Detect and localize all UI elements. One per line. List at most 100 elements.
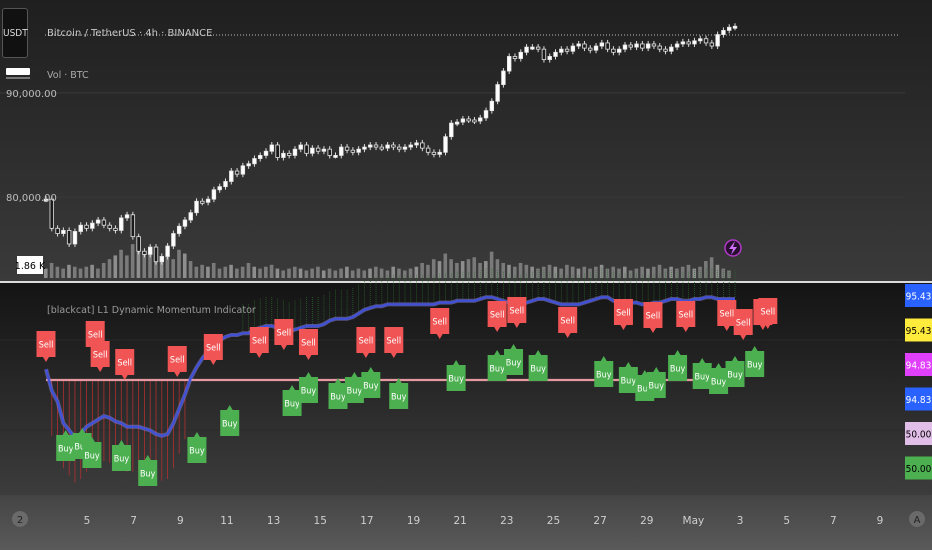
sell-signal: Sell [90,341,110,372]
candle-body [379,146,385,150]
volume-bar [269,264,274,278]
buy-signal: Buy [282,385,302,416]
indicator-title: [blackcat] L1 Dynamic Momentum Indicator [47,305,256,316]
volume-swatch-line [6,77,30,79]
sell-text: Sell [490,311,505,321]
buy-text: Buy [189,447,205,457]
symbol-badge[interactable]: USDT [2,8,28,58]
volume-bar [55,266,60,278]
candle-body [269,144,275,152]
candle-body [229,170,234,182]
buy-signal: Buy [504,344,524,375]
volume-bar [559,268,563,278]
buy-signal: Buy [618,362,638,393]
volume-bar [617,268,621,278]
volume-bar [182,253,187,278]
volume-bar [327,268,332,278]
volume-bar [356,268,361,278]
sell-signal: Sell [507,297,527,328]
buy-text: Buy [363,382,379,392]
volume-bar [402,270,407,278]
candle-body [148,246,153,255]
volume-bar [321,270,326,278]
candle-body [512,56,518,59]
volume-swatch [6,68,30,75]
volume-bar [362,270,367,278]
buy-text: Buy [330,393,346,403]
volume-bar [692,268,697,278]
buy-balloon [487,350,507,381]
candle-body [292,148,298,156]
volume-bar [675,268,679,278]
value-badge-text: 95.43 [906,292,932,303]
sell-signal: Sell [36,331,56,362]
buy-balloon [692,358,712,389]
candle-body [570,45,576,52]
volume-bar [704,261,708,278]
volume-bar [304,270,309,278]
volume-bar [96,268,100,278]
volume-bar [194,266,199,278]
candle-body [165,245,170,257]
candle-body [576,43,581,47]
candle-body [715,34,720,47]
buy-text: Buy [711,378,727,388]
candle-body [339,146,344,156]
sell-text: Sell [560,317,575,327]
volume-bar [246,262,251,278]
candle-body [634,43,639,48]
volume-bar [518,262,523,278]
candle-body [171,233,176,247]
buy-balloon [618,362,638,393]
volume-bar [576,268,581,278]
time-tick-label: 3 [737,515,744,527]
volume-bar [84,266,89,278]
candle-body [535,46,541,50]
volume-bar [240,266,245,278]
sell-text: Sell [386,337,401,347]
volume-bar [663,268,668,278]
value-badge-text: 94.83 [906,395,932,406]
auto-scale-button[interactable] [909,511,925,527]
volume-bar [67,264,71,278]
candle-body [391,144,396,148]
sell-balloon [643,302,663,333]
volume-bar [310,268,314,278]
volume-bar [101,262,106,278]
time-tick-label: 15 [314,515,327,527]
volume-bar [49,262,54,278]
candle-body [327,148,332,156]
candle-body [66,230,72,245]
buy-signal: Buy [709,363,729,394]
buy-balloon [56,430,76,461]
time-tick-label: 25 [547,515,560,527]
buy-text: Buy [114,455,130,465]
buy-text: Buy [489,365,505,375]
buy-signal: Buy [389,378,409,409]
candle-body [119,217,124,231]
volume-bar [686,264,691,278]
candle-body [669,46,674,52]
candle-body [703,38,709,44]
candle-body [402,146,408,150]
candle-body [90,222,95,229]
sell-balloon [249,327,269,358]
sell-signal: Sell [676,301,696,332]
left-corner-circle[interactable] [12,511,28,527]
sell-balloon [90,341,110,372]
buy-text: Buy [448,375,464,385]
sell-text: Sell [678,311,693,321]
candle-body [686,41,691,45]
candle-body [553,51,558,57]
lightning-marker[interactable] [724,239,742,257]
buy-signal: Buy [328,378,348,409]
volume-bar [200,264,204,278]
buy-signal: Buy [138,455,158,486]
sell-text: Sell [88,331,103,341]
volume-bar [657,264,662,278]
candle-body [142,250,147,255]
volume-bar [281,270,285,278]
time-tick-label: May [683,515,705,527]
value-badge [905,284,932,307]
